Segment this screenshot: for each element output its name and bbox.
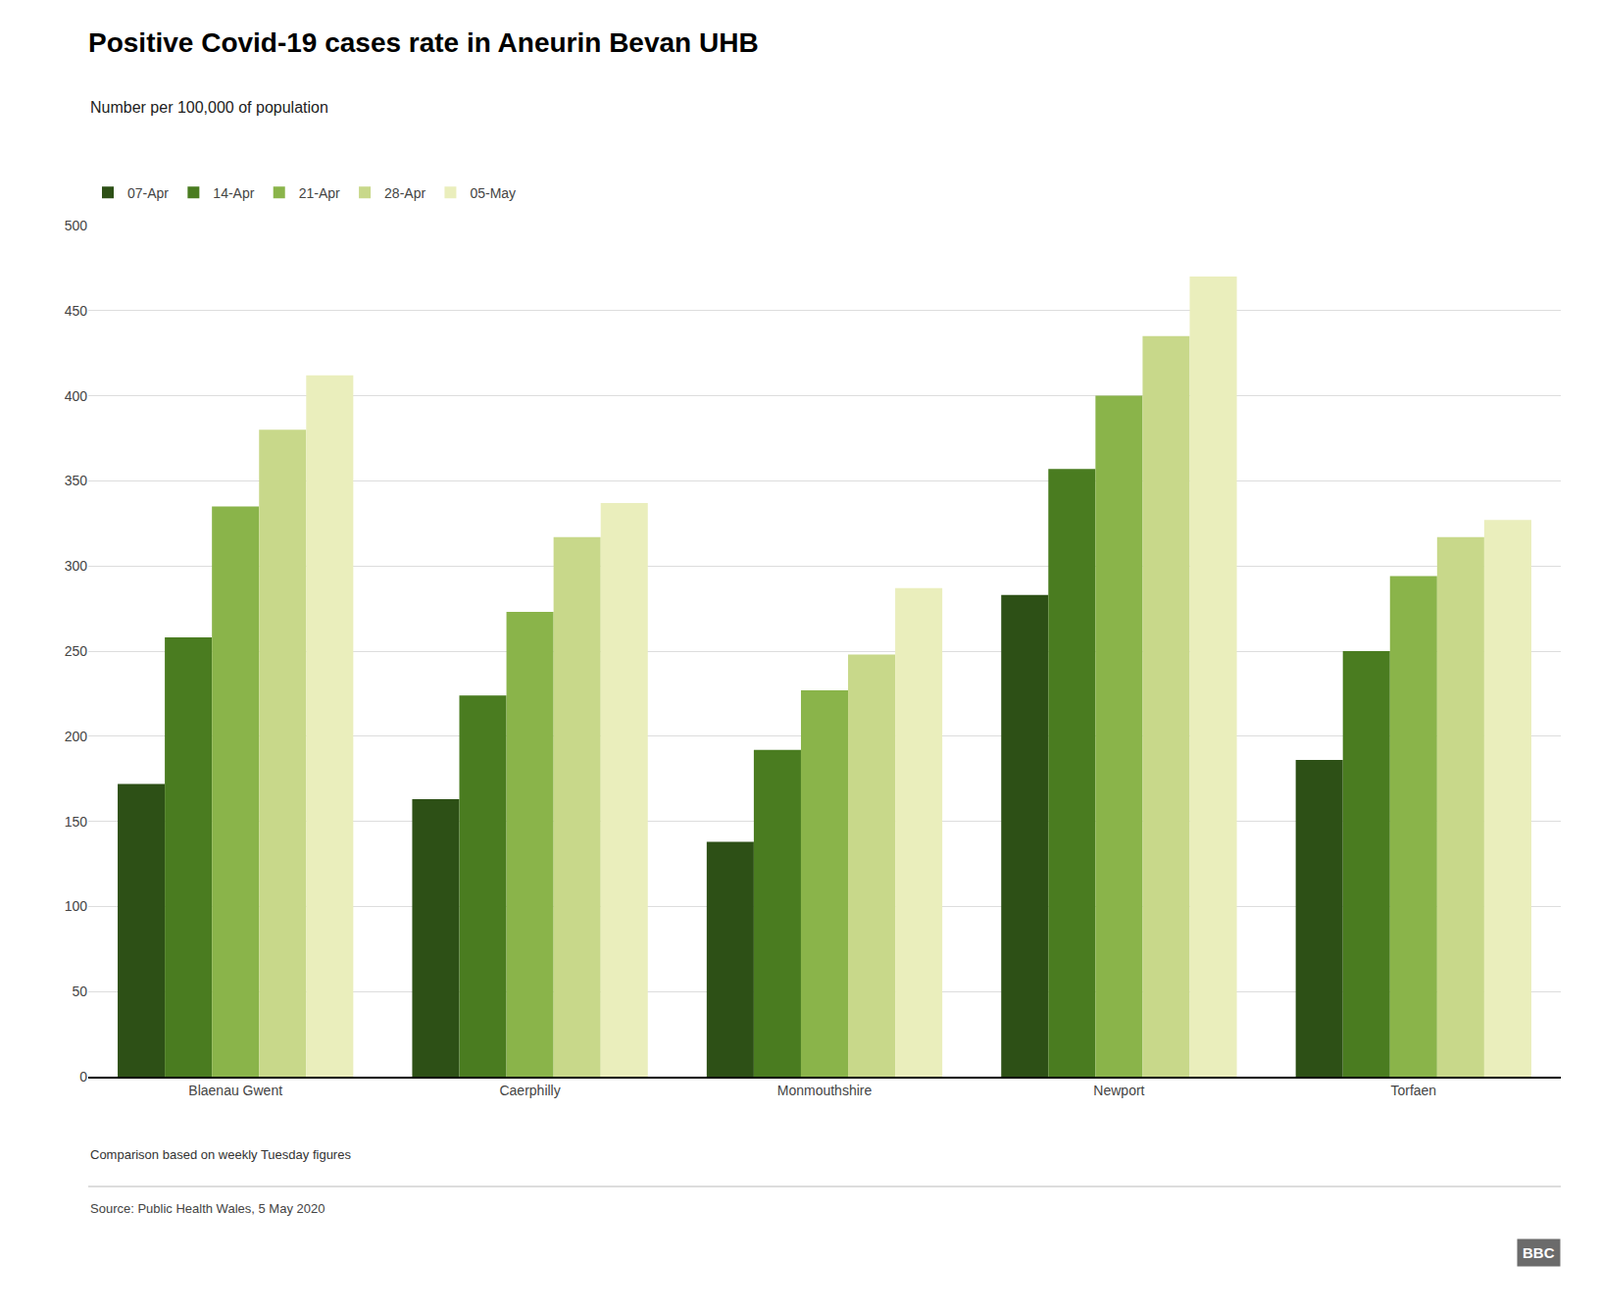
svg-text:Blaenau Gwent: Blaenau Gwent (188, 1082, 283, 1099)
svg-text:300: 300 (64, 557, 89, 574)
svg-text:50: 50 (71, 983, 88, 1000)
svg-text:150: 150 (64, 813, 89, 830)
svg-text:450: 450 (64, 302, 89, 319)
svg-text:28-Apr: 28-Apr (384, 185, 426, 201)
svg-text:Number per 100,000 of populati: Number per 100,000 of population (90, 99, 329, 116)
svg-text:100: 100 (64, 898, 89, 914)
svg-text:0: 0 (79, 1068, 88, 1085)
svg-text:Comparison based on weekly Tue: Comparison based on weekly Tuesday figur… (90, 1147, 351, 1162)
svg-text:Source: Public Health Wales, 5: Source: Public Health Wales, 5 May 2020 (90, 1200, 325, 1216)
svg-text:400: 400 (64, 388, 89, 404)
svg-text:Caerphilly: Caerphilly (499, 1082, 560, 1099)
svg-text:21-Apr: 21-Apr (299, 185, 341, 201)
svg-text:Monmouthshire: Monmouthshire (777, 1082, 873, 1099)
svg-text:500: 500 (64, 217, 89, 234)
svg-text:05-May: 05-May (469, 185, 516, 201)
svg-text:250: 250 (64, 643, 89, 659)
svg-text:Newport: Newport (1093, 1082, 1145, 1099)
svg-text:Positive Covid-19 cases rate i: Positive Covid-19 cases rate in Aneurin … (88, 27, 759, 58)
svg-text:14-Apr: 14-Apr (212, 185, 254, 201)
svg-text:Torfaen: Torfaen (1390, 1082, 1437, 1099)
svg-text:200: 200 (64, 728, 89, 745)
svg-text:350: 350 (64, 472, 89, 489)
svg-text:07-Apr: 07-Apr (127, 185, 169, 201)
svg-text:BBC: BBC (1522, 1244, 1555, 1261)
